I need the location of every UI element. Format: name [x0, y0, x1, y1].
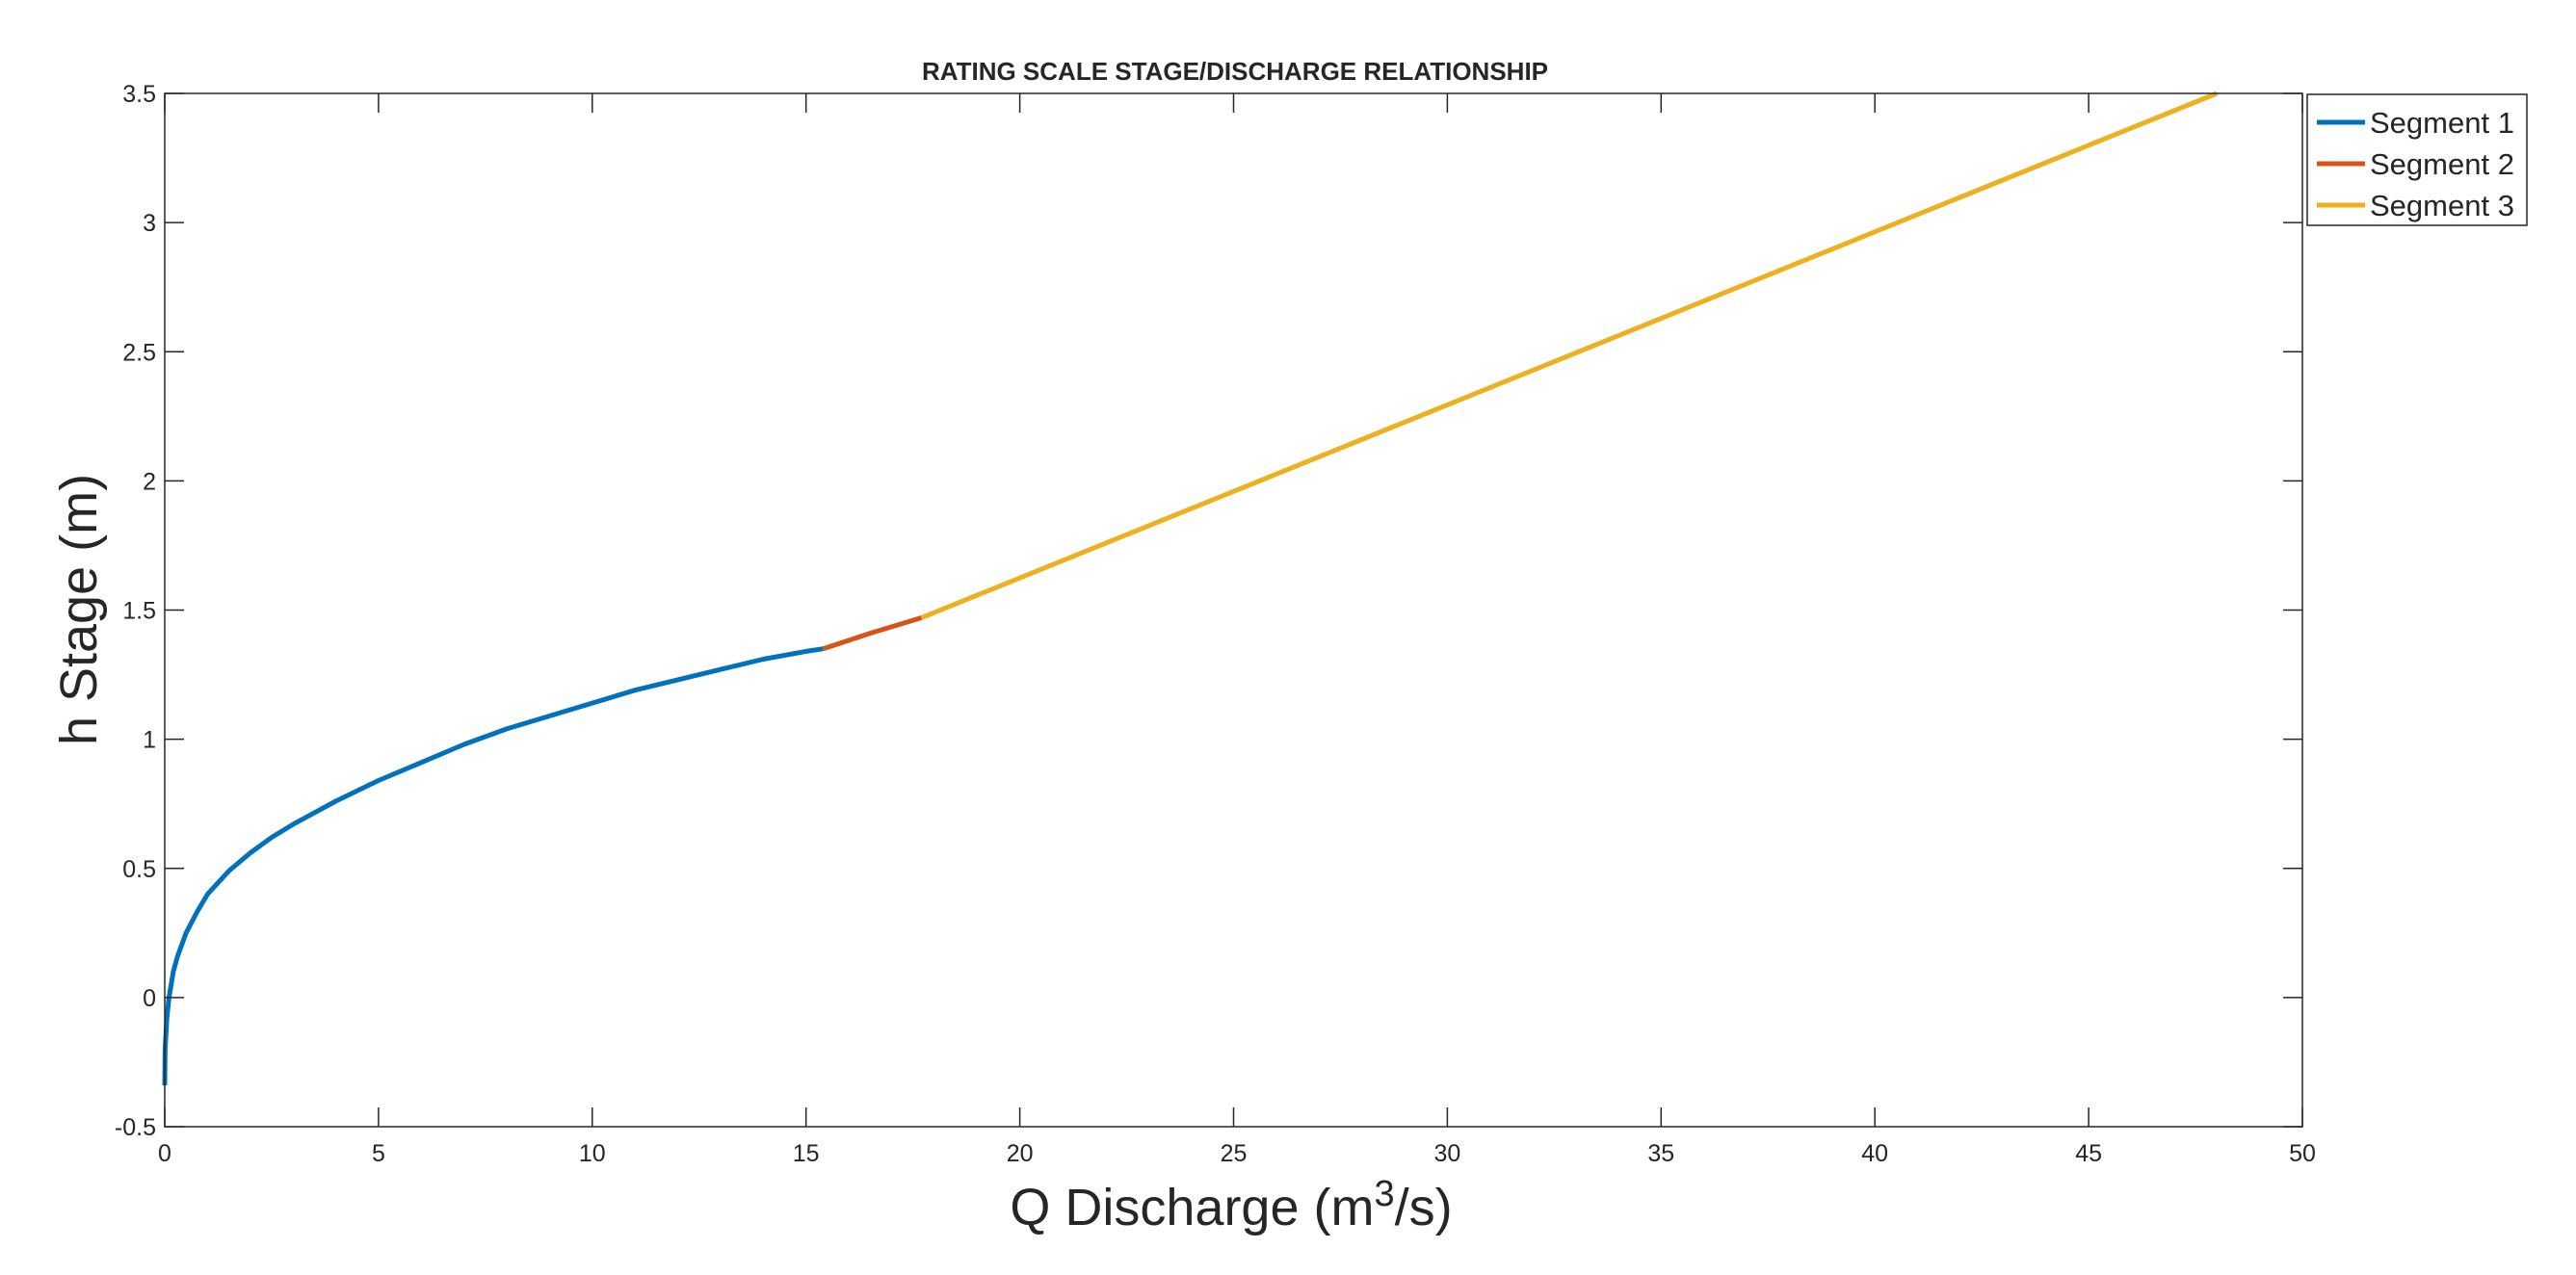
series-layer: [162, 91, 2219, 1086]
y-tick-label: 2: [143, 468, 156, 495]
x-tick-label: 15: [793, 1140, 820, 1167]
y-axis-label: h Stage (m): [50, 474, 108, 745]
legend-label-segment-1: Segment 1: [2370, 106, 2514, 140]
legend-label-segment-3: Segment 3: [2370, 189, 2514, 222]
x-tick-label: 0: [158, 1140, 171, 1167]
x-tick-label: 35: [1647, 1140, 1674, 1167]
series-line-segment-2: [822, 615, 923, 652]
plot-area-frame: [164, 92, 2303, 1128]
y-tick-label: 0: [143, 985, 156, 1012]
legend-item-segment-1: Segment 1: [2317, 106, 2514, 140]
y-tick-label: 3: [143, 210, 156, 237]
x-tick-label: 5: [372, 1140, 385, 1167]
x-axis-label-main: Q Discharge (m: [1010, 1179, 1374, 1236]
x-tick-label: 45: [2075, 1140, 2102, 1167]
x-axis: 0 5 10 15 20 25 30 35 40 45 50: [158, 93, 2316, 1167]
x-tick-label: 25: [1221, 1140, 1248, 1167]
y-tick-label: 1: [143, 727, 156, 754]
chart-title: RATING SCALE STAGE/DISCHARGE RELATIONSHI…: [922, 57, 1548, 86]
x-tick-label: 10: [579, 1140, 606, 1167]
y-tick-label: 0.5: [122, 856, 156, 883]
series-line-segment-3: [920, 91, 2219, 620]
y-axis: -0.5 0 0.5 1 1.5 2 2.5 3 3.5: [115, 81, 2302, 1141]
x-axis-label-superscript: 3: [1374, 1174, 1394, 1214]
legend-item-segment-3: Segment 3: [2317, 189, 2514, 222]
x-tick-label: 50: [2289, 1140, 2316, 1167]
x-tick-label: 30: [1433, 1140, 1460, 1167]
x-axis-label: Q Discharge (m3/s): [1010, 1174, 1452, 1236]
y-tick-label: 1.5: [122, 598, 156, 625]
y-tick-label: 2.5: [122, 339, 156, 366]
legend-label-segment-2: Segment 2: [2370, 147, 2514, 181]
y-tick-label: 3.5: [122, 81, 156, 108]
x-tick-label: 40: [1861, 1140, 1888, 1167]
legend: Segment 1 Segment 2 Segment 3: [2306, 93, 2528, 226]
legend-item-segment-2: Segment 2: [2317, 147, 2514, 181]
x-axis-label-tail: /s): [1395, 1179, 1453, 1236]
x-tick-label: 20: [1007, 1140, 1034, 1167]
y-tick-label: -0.5: [115, 1114, 156, 1141]
series-line-segment-1: [162, 646, 824, 1086]
